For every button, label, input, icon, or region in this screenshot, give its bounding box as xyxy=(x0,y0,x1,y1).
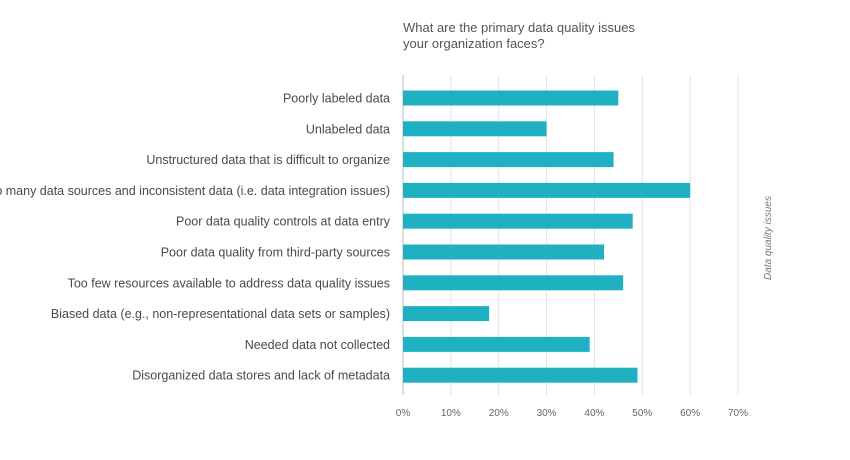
bars xyxy=(403,90,691,383)
x-tick-label: 30% xyxy=(537,408,557,419)
chart-title-line-2: your organization faces? xyxy=(403,36,545,51)
chart-title-line-1: What are the primary data quality issues xyxy=(403,20,635,35)
category-label: Unlabeled data xyxy=(306,122,390,136)
bar xyxy=(403,182,691,198)
x-tick-label: 60% xyxy=(680,408,700,419)
category-label: Poorly labeled data xyxy=(283,92,390,106)
category-label: Too few resources available to address d… xyxy=(68,276,390,290)
category-label: Disorganized data stores and lack of met… xyxy=(132,369,390,383)
x-tick-label: 0% xyxy=(396,408,411,419)
bar xyxy=(403,336,590,352)
category-label: Too many data sources and inconsistent d… xyxy=(0,184,390,198)
bar xyxy=(403,306,490,322)
category-label: Biased data (e.g., non-representational … xyxy=(51,307,390,321)
x-tick-label: 50% xyxy=(632,408,652,419)
category-label: Poor data quality from third-party sourc… xyxy=(161,246,390,260)
bar xyxy=(403,121,547,137)
category-labels: Poorly labeled data Unlabeled data Unstruc… xyxy=(0,92,391,383)
bar xyxy=(403,244,604,260)
bar xyxy=(403,367,638,383)
x-axis-ticks: 0% 10% 20% 30% 40% 50% 60% 70% xyxy=(396,408,748,419)
bar xyxy=(403,152,614,168)
x-tick-label: 20% xyxy=(489,408,509,419)
bar xyxy=(403,275,624,291)
bar xyxy=(403,213,633,229)
side-axis-label: Data quality issues xyxy=(763,196,774,280)
chart-title: What are the primary data quality issues… xyxy=(403,20,703,52)
x-tick-label: 10% xyxy=(441,408,461,419)
category-label: Unstructured data that is difficult to o… xyxy=(146,153,390,167)
category-label: Needed data not collected xyxy=(245,338,390,352)
x-tick-label: 70% xyxy=(728,408,748,419)
bar xyxy=(403,90,619,106)
category-label: Poor data quality controls at data entry xyxy=(176,215,391,229)
x-tick-label: 40% xyxy=(584,408,604,419)
